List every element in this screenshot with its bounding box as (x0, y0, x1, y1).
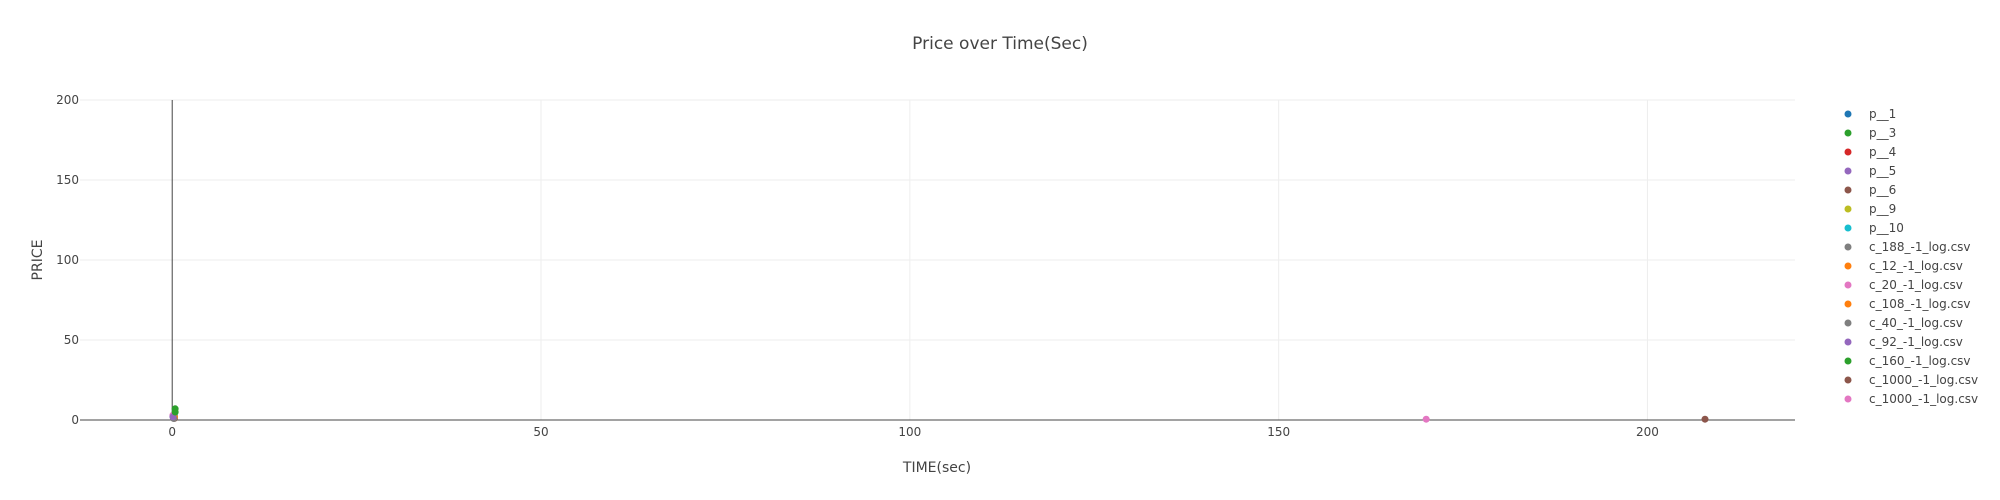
legend-marker (1844, 357, 1852, 365)
legend-label: c_92_-1_log.csv (1869, 335, 1963, 349)
legend-label: c_1000_-1_log.csv (1869, 392, 1978, 406)
legend-item[interactable]: c_40_-1_log.csv (1844, 316, 1963, 330)
legend-marker (1844, 148, 1852, 156)
legend-marker (1844, 167, 1852, 175)
legend-marker (1844, 300, 1852, 308)
y-tick-label: 0 (71, 413, 79, 427)
legend-item[interactable]: p__5 (1844, 164, 1897, 178)
legend-item[interactable]: c_1000_-1_log.csv (1844, 373, 1979, 387)
x-tick-label: 50 (533, 425, 548, 439)
y-tick-label: 50 (64, 333, 79, 347)
data-point[interactable] (1422, 415, 1430, 423)
data-point[interactable] (1701, 415, 1709, 423)
legend-item[interactable]: c_20_-1_log.csv (1844, 278, 1963, 292)
legend-label: p__1 (1869, 107, 1896, 121)
legend-label: p__6 (1869, 183, 1896, 197)
legend-label: p__5 (1869, 164, 1896, 178)
legend-marker (1844, 338, 1852, 346)
legend-item[interactable]: p__1 (1844, 107, 1897, 121)
chart-title: Price over Time(Sec) (912, 34, 1088, 54)
legend-label: c_108_-1_log.csv (1869, 297, 1971, 311)
legend-marker (1844, 110, 1852, 118)
axes (80, 100, 1795, 421)
legend-marker (1844, 186, 1852, 194)
legend-marker (1844, 319, 1852, 327)
legend-label: p__4 (1869, 145, 1896, 159)
grid (80, 99, 1795, 420)
legend-item[interactable]: p__6 (1844, 183, 1897, 197)
y-tick-labels: 0 50 100 150 200 (56, 93, 79, 427)
legend-item[interactable]: p__4 (1844, 145, 1897, 159)
legend-label: c_12_-1_log.csv (1869, 259, 1963, 273)
x-tick-label: 150 (1267, 425, 1290, 439)
legend-label: p__9 (1869, 202, 1896, 216)
legend-marker (1844, 281, 1852, 289)
legend-marker (1844, 205, 1852, 213)
x-tick-labels: 0 50 100 150 200 (168, 425, 1659, 439)
legend-marker (1844, 243, 1852, 251)
data-points (169, 405, 1709, 423)
legend-item[interactable]: p__10 (1844, 221, 1904, 235)
legend-label: p__3 (1869, 126, 1896, 140)
legend-item[interactable]: c_160_-1_log.csv (1844, 354, 1971, 368)
legend-label: p__10 (1869, 221, 1904, 235)
legend[interactable]: p__1 p__3 p__4 p__5 p__6 p__9 p__10 c_188_-1_lo… (1844, 107, 1979, 406)
legend-marker (1844, 395, 1852, 403)
x-tick-label: 0 (168, 425, 176, 439)
legend-item[interactable]: c_12_-1_log.csv (1844, 259, 1963, 273)
legend-item[interactable]: c_92_-1_log.csv (1844, 335, 1963, 349)
legend-label: c_40_-1_log.csv (1869, 316, 1963, 330)
legend-marker (1844, 262, 1852, 270)
x-tick-label: 200 (1636, 425, 1659, 439)
legend-label: c_188_-1_log.csv (1869, 240, 1971, 254)
legend-label: c_160_-1_log.csv (1869, 354, 1971, 368)
legend-marker (1844, 224, 1852, 232)
legend-label: c_20_-1_log.csv (1869, 278, 1963, 292)
y-tick-label: 100 (56, 253, 79, 267)
legend-item[interactable]: c_188_-1_log.csv (1844, 240, 1971, 254)
legend-marker (1844, 376, 1852, 384)
x-tick-label: 100 (898, 425, 921, 439)
legend-item[interactable]: c_1000_-1_log.csv (1844, 392, 1979, 406)
legend-item[interactable]: p__3 (1844, 126, 1897, 140)
legend-label: c_1000_-1_log.csv (1869, 373, 1978, 387)
data-point[interactable] (171, 408, 179, 416)
x-axis-title: TIME(sec) (902, 460, 971, 476)
y-tick-label: 150 (56, 173, 79, 187)
y-tick-label: 200 (56, 93, 79, 107)
legend-item[interactable]: c_108_-1_log.csv (1844, 297, 1971, 311)
legend-item[interactable]: p__9 (1844, 202, 1897, 216)
y-axis-title: PRICE (30, 240, 46, 281)
legend-marker (1844, 129, 1852, 137)
